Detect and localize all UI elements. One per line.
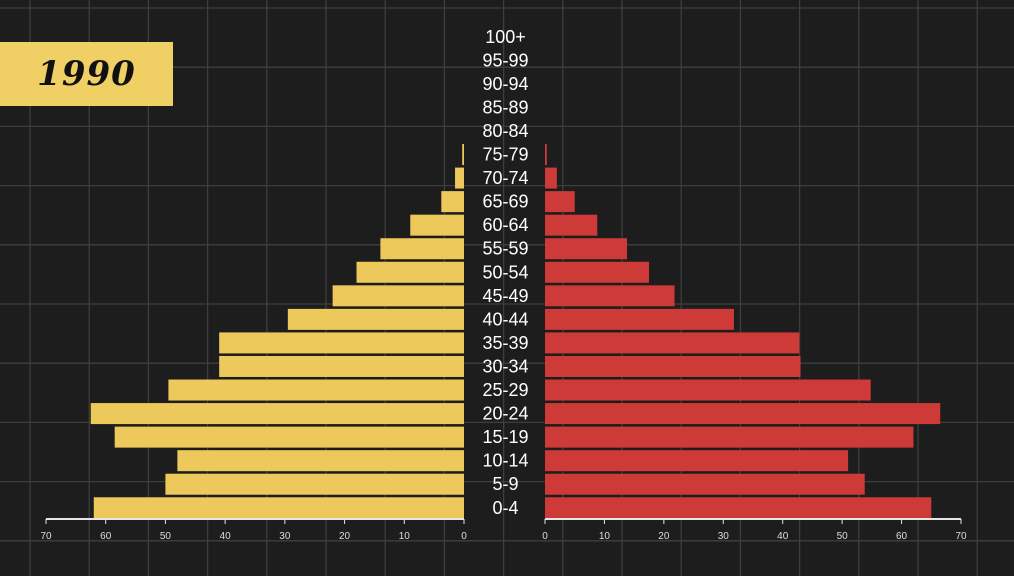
age-group-label: 90-94: [482, 74, 528, 94]
left-bar-65-69: [441, 191, 464, 213]
right-bar-20-24: [545, 403, 941, 425]
left-tick-label: 40: [220, 531, 232, 542]
left-tick-label: 50: [160, 531, 172, 542]
left-bar-75-79: [462, 144, 464, 166]
right-bar-55-59: [545, 238, 628, 260]
left-tick-label: 60: [100, 531, 112, 542]
left-tick-label: 70: [40, 531, 52, 542]
age-group-label: 85-89: [482, 97, 528, 117]
left-bar-0-4: [93, 497, 465, 519]
right-bar-45-49: [545, 285, 675, 307]
left-bar-35-39: [219, 332, 464, 354]
age-group-label: 30-34: [482, 356, 528, 376]
age-group-label: 55-59: [482, 239, 528, 259]
right-tick-label: 60: [896, 531, 908, 542]
age-group-label: 100+: [485, 27, 526, 47]
age-group-label: 25-29: [482, 380, 528, 400]
age-group-label: 40-44: [482, 309, 528, 329]
left-bar-20-24: [90, 403, 465, 425]
left-bar-5-9: [165, 473, 464, 495]
left-bar-30-34: [219, 355, 464, 377]
age-group-label: 10-14: [482, 451, 528, 471]
left-bar-55-59: [380, 238, 464, 260]
left-bar-10-14: [177, 450, 464, 472]
age-group-label: 65-69: [482, 192, 528, 212]
age-group-label: 20-24: [482, 404, 528, 424]
left-bar-45-49: [332, 285, 464, 307]
left-tick-label: 0: [461, 531, 467, 542]
age-group-label: 60-64: [482, 215, 528, 235]
right-bar-25-29: [545, 379, 871, 401]
age-group-label: 0-4: [492, 498, 518, 518]
year-label: 1990: [37, 54, 136, 94]
left-bar-40-44: [287, 308, 464, 330]
left-tick-label: 30: [279, 531, 291, 542]
left-bar-50-54: [356, 261, 464, 283]
right-bar-0-4: [545, 497, 932, 519]
age-group-label: 45-49: [482, 286, 528, 306]
right-bar-65-69: [545, 191, 575, 213]
right-tick-label: 0: [542, 531, 548, 542]
age-group-label: 95-99: [482, 50, 528, 70]
right-tick-label: 30: [718, 531, 730, 542]
right-bar-75-79: [545, 144, 547, 166]
age-group-label: 75-79: [482, 145, 528, 165]
left-bar-15-19: [114, 426, 465, 448]
age-group-label: 35-39: [482, 333, 528, 353]
right-bar-15-19: [545, 426, 914, 448]
left-bar-60-64: [410, 214, 464, 236]
left-bar-70-74: [455, 167, 464, 189]
age-group-label: 5-9: [492, 474, 518, 494]
year-badge: 1990: [0, 42, 173, 106]
right-tick-label: 50: [837, 531, 849, 542]
right-bar-50-54: [545, 261, 649, 283]
age-group-label: 80-84: [482, 121, 528, 141]
right-tick-label: 70: [955, 531, 967, 542]
right-tick-label: 20: [658, 531, 670, 542]
age-group-label: 70-74: [482, 168, 528, 188]
right-bar-60-64: [545, 214, 598, 236]
age-group-label: 50-54: [482, 262, 528, 282]
right-bar-30-34: [545, 355, 801, 377]
right-bar-10-14: [545, 450, 849, 472]
right-tick-label: 40: [777, 531, 789, 542]
age-group-label: 15-19: [482, 427, 528, 447]
right-tick-label: 10: [599, 531, 611, 542]
left-tick-label: 20: [339, 531, 351, 542]
right-bar-5-9: [545, 473, 865, 495]
left-bar-25-29: [168, 379, 464, 401]
right-bar-35-39: [545, 332, 800, 354]
right-bar-70-74: [545, 167, 557, 189]
left-tick-label: 10: [399, 531, 411, 542]
right-bar-40-44: [545, 308, 734, 330]
